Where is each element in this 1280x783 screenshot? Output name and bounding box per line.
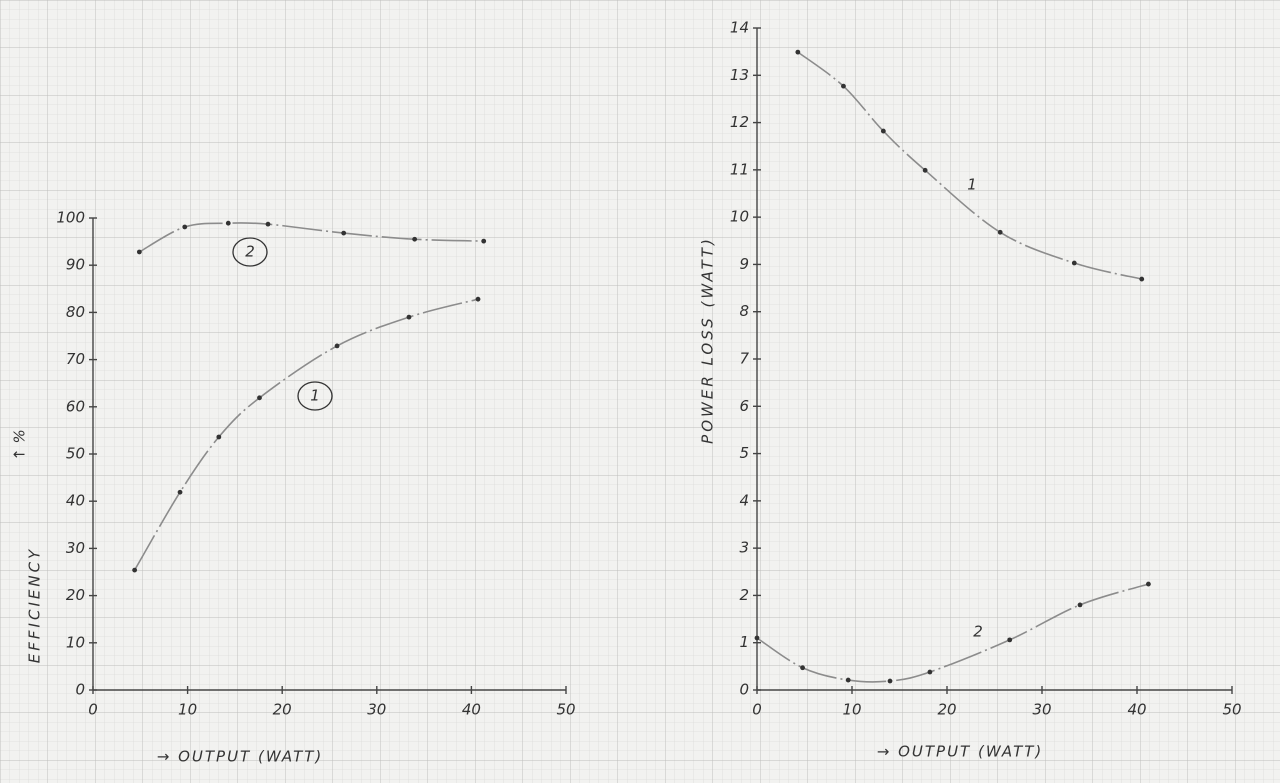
data-point xyxy=(754,635,760,641)
data-point xyxy=(132,567,138,573)
y-tick-label: 50 xyxy=(66,445,85,463)
x-tick-label: 0 xyxy=(752,701,762,719)
x-tick-label: 10 xyxy=(178,701,197,719)
y-tick-label: 80 xyxy=(66,303,85,321)
data-point xyxy=(800,665,805,671)
x-tick-label: 10 xyxy=(842,701,861,719)
x-tick-label: 50 xyxy=(556,701,575,719)
data-point xyxy=(257,395,262,401)
y-tick-label: 70 xyxy=(66,350,85,368)
data-point xyxy=(880,128,886,134)
y-tick-label: 14 xyxy=(730,19,749,37)
data-point xyxy=(182,224,188,230)
x-tick-label: 40 xyxy=(1127,701,1146,719)
curve-label: 2 xyxy=(973,623,983,641)
label-circle xyxy=(297,381,333,411)
data-point xyxy=(475,296,481,302)
y-tick-label: 30 xyxy=(66,539,85,557)
y-tick-label: 0 xyxy=(75,681,85,699)
y-tick-label: 0 xyxy=(739,681,749,699)
data-point xyxy=(406,314,412,320)
data-point xyxy=(412,236,418,242)
data-point xyxy=(841,83,846,89)
data-point xyxy=(1077,602,1083,608)
data-point xyxy=(1007,637,1013,643)
x-tick-label: 20 xyxy=(273,701,292,719)
x-tick-label: 30 xyxy=(1032,701,1051,719)
curve-label: 1 xyxy=(967,176,977,194)
y-axis-unit: ↑ % xyxy=(11,429,29,461)
data-point xyxy=(481,238,487,244)
y-tick-label: 8 xyxy=(739,302,749,320)
y-tick-label: 10 xyxy=(730,208,749,226)
data-point xyxy=(341,230,347,236)
data-point xyxy=(927,669,933,675)
series-line xyxy=(756,583,1149,683)
y-tick-label: 4 xyxy=(739,491,749,509)
curve-label: 2 xyxy=(245,243,255,261)
x-axis-label: → OUTPUT (WATT) xyxy=(877,743,1044,761)
y-axis-label: EFFICIENCY xyxy=(26,547,44,663)
data-point xyxy=(1071,260,1077,266)
data-point xyxy=(334,343,340,349)
y-tick-label: 6 xyxy=(739,397,749,415)
y-tick-label: 60 xyxy=(66,397,85,415)
y-tick-label: 100 xyxy=(56,209,85,227)
y-tick-label: 12 xyxy=(730,113,749,131)
x-axis-label: → OUTPUT (WATT) xyxy=(157,748,324,766)
y-tick-label: 5 xyxy=(739,444,749,462)
y-tick-label: 9 xyxy=(739,255,749,273)
data-point xyxy=(887,678,893,684)
data-point xyxy=(922,167,928,173)
x-tick-label: 0 xyxy=(88,701,98,719)
y-tick-label: 7 xyxy=(739,350,749,368)
y-tick-label: 3 xyxy=(739,539,749,557)
y-tick-label: 1 xyxy=(739,633,749,651)
y-tick-label: 2 xyxy=(739,586,749,604)
x-tick-label: 50 xyxy=(1222,701,1241,719)
y-tick-label: 10 xyxy=(66,633,85,651)
y-tick-label: 11 xyxy=(730,160,749,178)
data-point xyxy=(845,677,851,683)
y-tick-label: 13 xyxy=(730,66,749,84)
x-tick-label: 20 xyxy=(937,701,956,719)
label-circle xyxy=(232,237,268,267)
y-axis-label: POWER LOSS (WATT) xyxy=(699,236,717,444)
data-point xyxy=(1146,581,1151,587)
y-tick-label: 20 xyxy=(66,586,85,604)
x-tick-label: 40 xyxy=(462,701,481,719)
data-point xyxy=(225,220,231,226)
data-point xyxy=(177,489,183,495)
data-point xyxy=(216,434,222,440)
x-tick-label: 30 xyxy=(367,701,386,719)
data-point xyxy=(136,249,142,255)
y-tick-label: 40 xyxy=(66,492,85,510)
curve-label: 1 xyxy=(310,387,320,405)
data-point xyxy=(997,229,1003,235)
y-tick-label: 90 xyxy=(66,256,85,274)
data-point xyxy=(1139,276,1145,282)
data-point xyxy=(795,49,801,55)
data-point xyxy=(265,221,271,227)
